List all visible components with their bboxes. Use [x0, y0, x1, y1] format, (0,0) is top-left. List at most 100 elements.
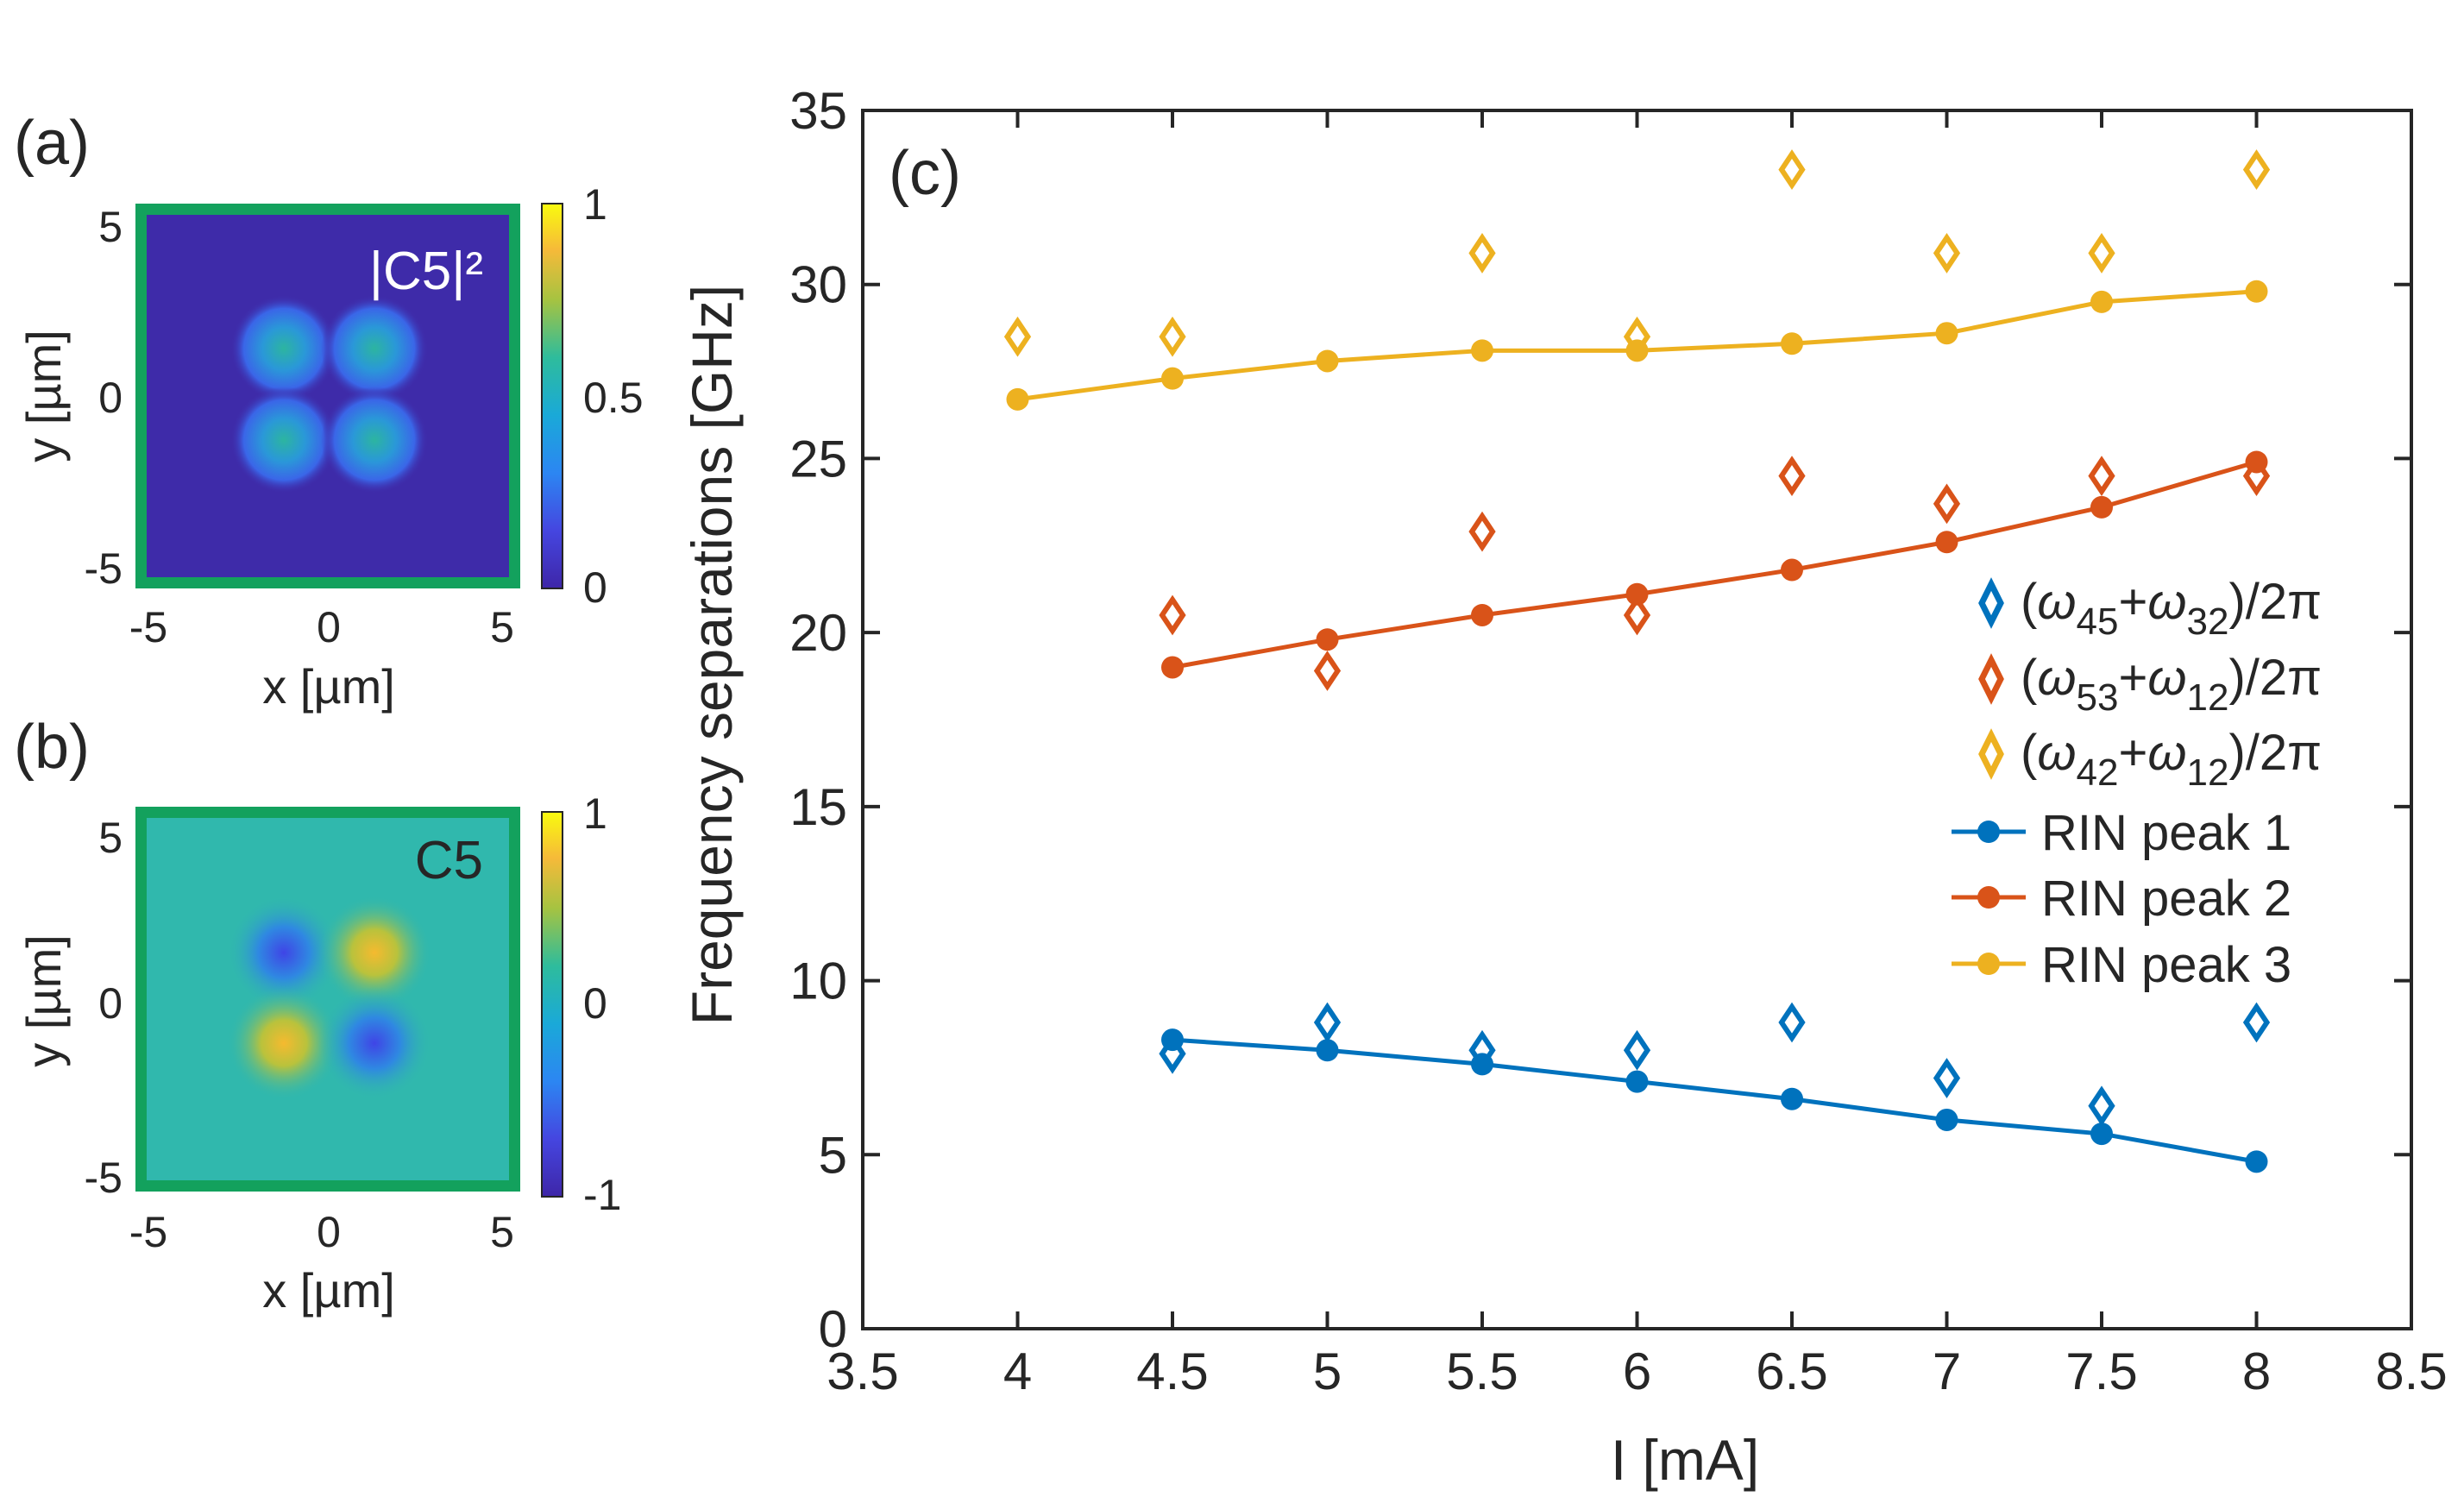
panel-a-xtick: 0: [317, 603, 341, 651]
y-tick-label: 25: [789, 430, 847, 487]
panel-b-label: (b): [14, 713, 90, 782]
diamond-marker: [2242, 149, 2271, 190]
data-point: [2245, 1150, 2268, 1173]
diamond-marker: [1468, 232, 1496, 274]
y-tick-label: 5: [819, 1126, 847, 1184]
data-point: [1781, 332, 1803, 355]
data-point: [1316, 1039, 1339, 1062]
panel-a-lobe: [230, 387, 337, 494]
panel-b-cbar-tick: -1: [583, 1171, 621, 1219]
panel-a-ytick: 5: [98, 203, 123, 251]
diamond-marker: [1623, 1029, 1651, 1071]
x-tick-label: 6.5: [1756, 1343, 1827, 1400]
panel-c: 3.5 4 4.5 5 5.5 6 6.5 7 7.5 8 8.5 0 5 10 15 20 25 30 35 (c…: [680, 82, 2448, 1492]
x-tick-label: 7.5: [2065, 1343, 2137, 1400]
y-tick-label: 35: [789, 82, 847, 140]
panel-a-xlabel: x [µm]: [262, 659, 395, 714]
diamond-marker: [2088, 1085, 2115, 1127]
legend-diamond-marker: [1978, 653, 2004, 705]
legend-entry: (ω45+ω32)/2π: [1978, 574, 2322, 643]
x-tick-label: 7: [1933, 1343, 1961, 1400]
legend-entry-text: RIN peak 2: [2041, 871, 2291, 927]
panel-a-colorbar-ticks: 1 0.5 0: [583, 180, 644, 612]
data-point: [1625, 339, 1649, 362]
data-point: [2090, 1123, 2113, 1146]
diamond-marker: [2088, 232, 2115, 274]
panel-b-lobe-positive: [227, 986, 341, 1100]
diamond-marker: [1623, 594, 1651, 636]
legend-entry-text: RIN peak 3: [2041, 937, 2291, 993]
data-point: [1781, 558, 1803, 582]
diamond-marker: [1778, 1002, 1806, 1043]
data-point: [2245, 450, 2268, 474]
data-point: [1625, 582, 1649, 606]
panel-b-ylabel: y [µm]: [16, 934, 71, 1067]
data-point: [1935, 531, 1958, 554]
diamond-marker: [2088, 456, 2115, 497]
x-tick-label: 4: [1003, 1343, 1032, 1400]
panel-b-x-ticks: -5 0 5: [129, 1208, 514, 1256]
x-tick-label: 3.5: [827, 1343, 898, 1400]
panel-b-lobe-negative: [227, 896, 341, 1009]
panel-a-overlay-label: |C5|²: [369, 242, 483, 301]
legend: (ω45+ω32)/2π (ω53+ω12)/2π (ω42+ω12)/2π R…: [1952, 574, 2322, 993]
data-point: [1935, 1108, 1958, 1131]
panel-b-cbar-tick: 0: [583, 979, 607, 1028]
data-point: [1625, 1070, 1649, 1093]
panel-a-cbar-tick: 0: [583, 563, 607, 612]
panel-a-xtick: 5: [490, 603, 514, 651]
diamond-marker: [1778, 149, 1806, 190]
data-point: [1161, 656, 1184, 679]
data-point: [1161, 1028, 1184, 1052]
panel-b-heatmap: [147, 818, 509, 1180]
panel-a-x-ticks: -5 0 5: [129, 603, 514, 651]
panel-a-lobe: [321, 295, 428, 402]
diamond-marker: [1313, 1002, 1342, 1043]
diamond-marker: [1313, 651, 1342, 691]
panel-a-xtick: -5: [129, 603, 167, 651]
panel-b-ytick: 0: [98, 979, 123, 1028]
legend-entry: (ω42+ω12)/2π: [1978, 725, 2322, 794]
series-5-line: [1172, 460, 2258, 670]
panel-b-overlay-label: C5: [415, 831, 483, 890]
panel-a-label: (a): [14, 109, 90, 178]
data-point: [2245, 280, 2268, 303]
diamond-marker: [1003, 316, 1032, 357]
panel-c-label: (c): [889, 139, 961, 208]
data-point: [1471, 339, 1493, 362]
diamond-marker: [1468, 511, 1496, 552]
legend-entry-text: (ω45+ω32)/2π: [2021, 574, 2322, 643]
panel-a-lobe: [230, 295, 337, 402]
panel-b-cbar-tick: 1: [583, 789, 607, 838]
y-tick-label: 30: [789, 256, 847, 314]
x-tick-label: 4.5: [1136, 1343, 1208, 1400]
data-point: [1316, 349, 1339, 373]
diamond-marker: [1933, 1058, 1961, 1098]
legend-diamond-marker: [1978, 728, 2004, 780]
panel-a-ylabel: y [µm]: [16, 330, 71, 462]
panel-b-ytick: -5: [85, 1154, 123, 1202]
x-tick-label: 8.5: [2375, 1343, 2447, 1400]
data-point: [1935, 322, 1958, 345]
panel-a-ytick: 0: [98, 374, 123, 422]
legend-marker: [1977, 821, 2000, 843]
panel-b-ytick: 5: [98, 814, 123, 862]
data-point: [1161, 367, 1184, 390]
legend-entry: (ω53+ω12)/2π: [1978, 650, 2322, 719]
legend-entry: RIN peak 1: [1952, 805, 2291, 861]
y-tick-label: 20: [789, 604, 847, 662]
panel-b: (b) C5 5 0 -5 -5 0 5 x [µm] y [µm] 1 0 -…: [14, 713, 621, 1317]
y-axis-label: Frequency separations [GHz]: [680, 285, 744, 1025]
panel-a-cbar-tick: 1: [583, 180, 607, 229]
diamond-marker: [1933, 483, 1961, 525]
panel-a-y-ticks: 5 0 -5: [85, 203, 123, 593]
panel-b-y-ticks: 5 0 -5: [85, 814, 123, 1202]
panel-b-xtick: 0: [317, 1208, 341, 1256]
panel-b-xtick: -5: [129, 1208, 167, 1256]
panel-a-colorbar: [541, 203, 563, 589]
legend-entry-text: RIN peak 1: [2041, 805, 2291, 861]
x-axis-label: I [mA]: [1611, 1428, 1759, 1492]
data-point: [2090, 290, 2113, 313]
data-point: [1471, 1053, 1493, 1076]
legend-diamond-marker: [1978, 577, 2004, 629]
